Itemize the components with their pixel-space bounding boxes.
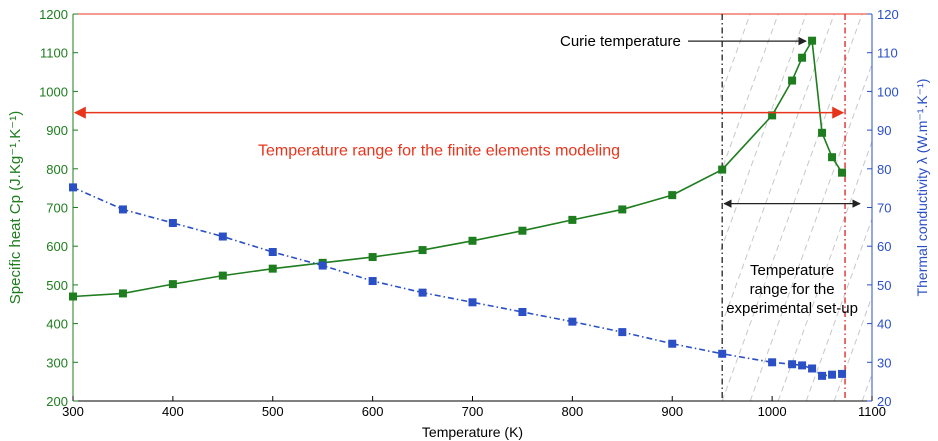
specific-heat-point <box>168 280 177 289</box>
right-axis-label: Thermal conductivity λ (W.m⁻¹.K⁻¹) <box>914 79 930 297</box>
right-tick-label: 60 <box>877 239 891 254</box>
specific-heat-point <box>808 36 817 45</box>
left-tick-label: 1200 <box>39 7 68 22</box>
thermal-conductivity-point <box>798 361 807 370</box>
specific-heat-point <box>518 226 527 235</box>
thermal-conductivity-point <box>218 232 227 241</box>
specific-heat-point <box>468 236 477 245</box>
left-tick-label: 200 <box>46 394 68 409</box>
thermal-conductivity-point <box>318 261 327 270</box>
thermal-conductivity-point <box>838 369 847 378</box>
right-tick-label: 50 <box>877 278 891 293</box>
exp-range-label-line-3: experimental set-up <box>726 300 858 317</box>
thermal-conductivity-point <box>518 307 527 316</box>
specific-heat-point <box>828 153 837 162</box>
right-axis-ticks: 20 30 40 50 60 70 80 90 100 110 120 <box>867 7 899 409</box>
hatch-line <box>720 14 835 332</box>
thermal-conductivity-point <box>118 205 127 214</box>
x-tick-label: 300 <box>62 404 84 419</box>
thermal-conductivity-point <box>368 277 377 286</box>
fem-range-label: Temperature range for the finite element… <box>258 143 620 160</box>
curie-label: Curie temperature <box>560 33 681 50</box>
thermal-conductivity-point <box>668 339 677 348</box>
x-tick-label: 700 <box>462 404 484 419</box>
hatch-line <box>777 140 872 401</box>
hatch-line <box>720 14 807 254</box>
specific-heat-point <box>668 191 677 200</box>
x-tick-label: 1100 <box>858 404 886 419</box>
thermal-conductivity-point <box>818 371 827 380</box>
specific-heat-point <box>838 168 847 177</box>
thermal-conductivity-series <box>69 183 847 380</box>
left-tick-label: 800 <box>46 162 68 177</box>
left-tick-label: 900 <box>46 123 68 138</box>
thermal-conductivity-point <box>168 218 177 227</box>
specific-heat-point <box>788 76 797 85</box>
x-tick-label: 1000 <box>758 404 787 419</box>
specific-heat-series <box>69 36 847 301</box>
right-tick-label: 110 <box>877 46 898 61</box>
right-tick-label: 70 <box>877 201 891 216</box>
right-tick-label: 30 <box>877 355 891 370</box>
x-axis-ticks: 300 400 500 600 700 800 900 1000 1100 <box>62 396 886 419</box>
right-tick-label: 90 <box>877 123 891 138</box>
thermal-conductivity-point <box>788 360 797 369</box>
hatch-line <box>720 14 723 22</box>
left-tick-label: 400 <box>46 317 68 332</box>
thermal-conductivity-point <box>468 298 477 307</box>
specific-heat-point <box>268 264 277 273</box>
left-tick-label: 700 <box>46 201 68 216</box>
reference-lines <box>721 14 846 401</box>
right-tick-label: 100 <box>877 84 899 99</box>
thermal-conductivity-point <box>69 183 77 192</box>
specific-heat-point <box>218 271 227 280</box>
specific-heat-point <box>368 253 377 262</box>
annotations: Temperature range for the finite element… <box>73 33 861 317</box>
right-tick-label: 40 <box>877 317 891 332</box>
left-axis-ticks: 200 300 400 500 600 700 800 900 1000 1100 1200 <box>39 7 78 409</box>
specific-heat-point <box>818 128 827 137</box>
thermal-conductivity-point <box>568 317 577 326</box>
exp-range-label-line-2: range for the <box>750 281 835 298</box>
thermal-conductivity-point <box>418 288 427 297</box>
x-tick-label: 600 <box>362 404 384 419</box>
thermal-conductivity-point <box>718 349 727 358</box>
specific-heat-point <box>418 246 427 255</box>
left-tick-label: 300 <box>46 355 68 370</box>
specific-heat-point <box>568 215 577 224</box>
thermal-conductivity-point <box>618 328 627 337</box>
x-tick-label: 500 <box>262 404 284 419</box>
left-axis-label: Specific heat Cp (J.Kg⁻¹.K⁻¹) <box>7 111 24 304</box>
axes-frame <box>72 13 873 402</box>
hatch-line <box>720 14 751 99</box>
specific-heat-point <box>798 53 807 62</box>
x-tick-label: 800 <box>562 404 584 419</box>
right-tick-label: 20 <box>877 394 891 409</box>
x-axis-label: Temperature (K) <box>422 424 523 440</box>
thermal-conductivity-point <box>808 364 817 373</box>
specific-heat-point <box>69 292 77 301</box>
specific-heat-point <box>118 289 127 298</box>
thermal-conductivity-point <box>828 370 837 379</box>
hatch-line <box>721 14 863 401</box>
specific-heat-point <box>718 165 727 174</box>
thermal-conductivity-point <box>768 358 777 367</box>
left-tick-label: 500 <box>46 278 68 293</box>
right-tick-label: 80 <box>877 162 891 177</box>
left-tick-label: 1100 <box>40 46 68 61</box>
x-tick-label: 900 <box>661 404 683 419</box>
left-tick-label: 600 <box>46 239 68 254</box>
x-tick-label: 400 <box>162 404 184 419</box>
thermal-conductivity-point <box>268 248 277 257</box>
left-tick-label: 1000 <box>39 84 68 99</box>
hatch-line <box>720 14 779 177</box>
specific-heat-point <box>618 205 627 214</box>
exp-range-label-line-1: Temperature <box>750 262 834 279</box>
right-tick-label: 120 <box>877 7 899 22</box>
